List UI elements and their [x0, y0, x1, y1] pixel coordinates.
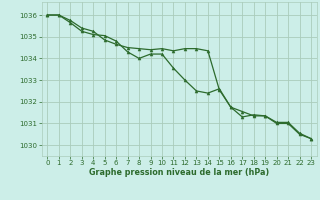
X-axis label: Graphe pression niveau de la mer (hPa): Graphe pression niveau de la mer (hPa) — [89, 168, 269, 177]
